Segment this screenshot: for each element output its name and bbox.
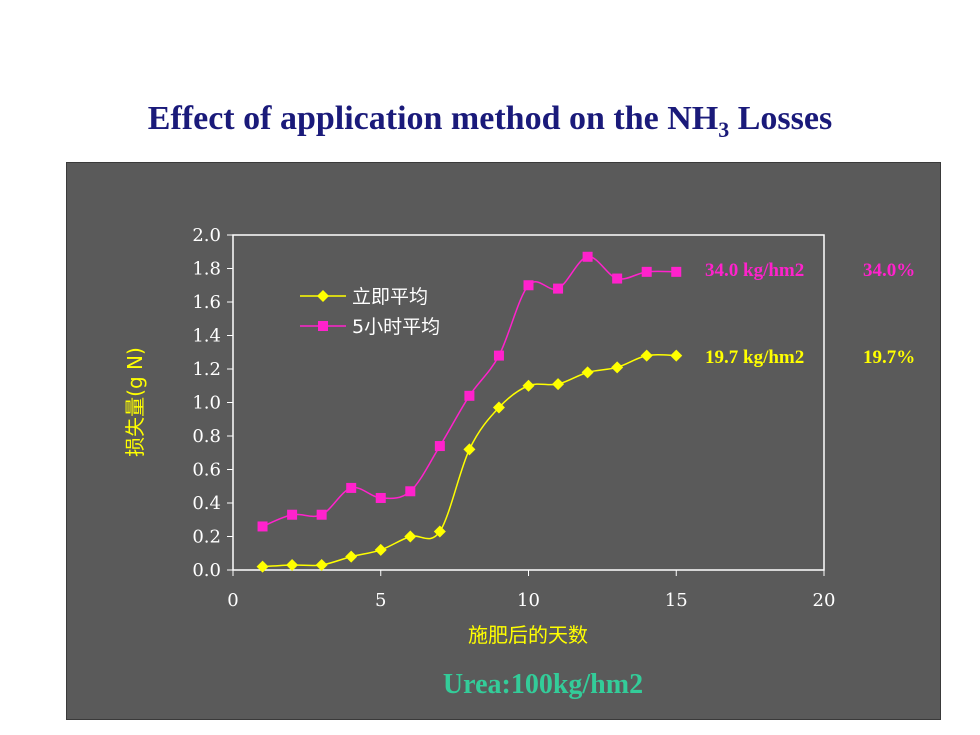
y-tick-label: 1.0 bbox=[192, 393, 221, 414]
legend-marker-series1 bbox=[317, 290, 329, 302]
data-point-diamond bbox=[640, 349, 653, 362]
data-point-square bbox=[523, 280, 534, 291]
data-point-square bbox=[316, 509, 327, 520]
data-point-square bbox=[671, 266, 682, 277]
data-point-square bbox=[434, 441, 445, 452]
x-tick-label: 5 bbox=[375, 590, 386, 611]
y-tick-label: 0.2 bbox=[192, 527, 221, 548]
data-point-square bbox=[553, 283, 564, 294]
legend-label-series1: 立即平均 bbox=[352, 286, 428, 308]
data-point-diamond bbox=[433, 525, 446, 538]
data-point-diamond bbox=[581, 366, 594, 379]
data-point-diamond bbox=[286, 558, 299, 571]
y-tick-label: 0.4 bbox=[192, 493, 221, 514]
y-tick-label: 1.6 bbox=[192, 292, 221, 313]
x-tick-label: 15 bbox=[665, 590, 688, 611]
x-axis-ticks: 0 5 10 15 20 bbox=[227, 570, 835, 611]
data-point-square bbox=[375, 492, 386, 503]
data-point-square bbox=[287, 509, 298, 520]
title-subscript: 3 bbox=[718, 116, 730, 142]
data-point-diamond bbox=[552, 378, 565, 391]
x-tick-label: 10 bbox=[517, 590, 540, 611]
x-tick-label: 0 bbox=[227, 590, 238, 611]
title-main: Effect of application method on the NH bbox=[147, 100, 719, 137]
data-point-diamond bbox=[522, 379, 535, 392]
data-point-square bbox=[464, 390, 475, 401]
data-point-diamond bbox=[345, 550, 358, 563]
y-tick-label: 1.4 bbox=[192, 326, 221, 347]
y-tick-label: 0.0 bbox=[192, 560, 221, 581]
data-point-diamond bbox=[611, 361, 624, 374]
y-tick-label: 1.8 bbox=[192, 259, 221, 280]
slide-title: Effect of application method on the NH3 … bbox=[0, 100, 980, 143]
data-point-square bbox=[641, 266, 652, 277]
data-point-diamond bbox=[463, 443, 476, 456]
chart-panel bbox=[66, 162, 941, 720]
data-point-square bbox=[257, 521, 268, 532]
data-point-square bbox=[493, 350, 504, 361]
y-tick-label: 0.6 bbox=[192, 460, 221, 481]
y-axis-title: 损失量(g N) bbox=[123, 347, 147, 457]
legend-marker-series2 bbox=[318, 321, 328, 331]
data-point-diamond bbox=[670, 349, 683, 362]
y-tick-label: 0.8 bbox=[192, 426, 221, 447]
data-point-diamond bbox=[256, 560, 269, 573]
x-axis-title: 施肥后的天数 bbox=[468, 623, 588, 647]
data-point-square bbox=[612, 273, 623, 284]
legend-label-series2: 5小时平均 bbox=[352, 316, 440, 338]
annotation-series2-rate: 34.0 kg/hm2 bbox=[705, 260, 804, 281]
data-point-diamond bbox=[315, 558, 328, 571]
annotation-series1-rate: 19.7 kg/hm2 bbox=[705, 347, 804, 368]
legend: 立即平均 5小时平均 bbox=[300, 286, 440, 338]
series-layer bbox=[256, 251, 683, 573]
data-point-square bbox=[582, 251, 593, 262]
x-tick-label: 20 bbox=[813, 590, 836, 611]
data-point-diamond bbox=[404, 530, 417, 543]
y-tick-label: 1.2 bbox=[192, 359, 221, 380]
data-point-diamond bbox=[374, 543, 387, 556]
y-tick-label: 2.0 bbox=[192, 225, 221, 246]
annotation-series1-percent: 19.7% bbox=[863, 347, 915, 368]
data-point-square bbox=[346, 482, 357, 493]
annotation-series2-percent: 34.0% bbox=[863, 260, 915, 281]
data-point-square bbox=[405, 486, 416, 497]
y-axis-ticks: 0.0 0.2 0.4 0.6 0.8 1.0 1.2 1.4 1.6 1.8 2.0 bbox=[192, 225, 233, 581]
series-line-1 bbox=[262, 353, 677, 568]
title-tail: Losses bbox=[729, 100, 833, 137]
footer-label: Urea:100kg/hm2 bbox=[443, 669, 643, 700]
data-point-diamond bbox=[492, 401, 505, 414]
